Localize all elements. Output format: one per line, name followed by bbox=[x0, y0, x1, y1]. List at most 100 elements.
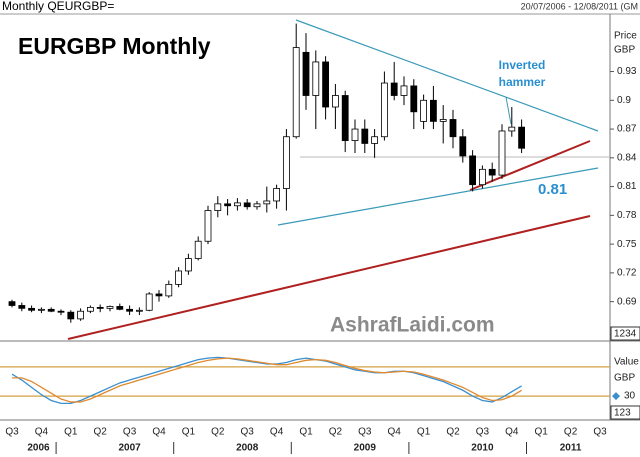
badge-label: 1234 bbox=[614, 329, 637, 340]
candle-body bbox=[175, 270, 183, 285]
badge-label: 123 bbox=[614, 408, 631, 419]
range-header: 20/07/2006 - 12/08/2011 (GM bbox=[521, 1, 638, 11]
candle-body bbox=[439, 119, 447, 122]
y-tick-label: 0.93 bbox=[617, 66, 637, 77]
y-axis-label: GBP bbox=[614, 373, 635, 384]
candle-body bbox=[67, 311, 75, 320]
oscillator-line bbox=[12, 357, 522, 403]
y-axis-label: Value bbox=[614, 357, 639, 368]
y-tick-label: 0.72 bbox=[617, 268, 637, 279]
candle-body bbox=[508, 126, 516, 132]
candle-body bbox=[351, 128, 359, 141]
y-tick-label: 0.9 bbox=[617, 95, 631, 106]
badge bbox=[610, 326, 640, 341]
candle-body bbox=[243, 202, 251, 208]
candle-body bbox=[145, 293, 153, 311]
candle-body bbox=[224, 203, 232, 207]
candle-body bbox=[449, 119, 457, 138]
trend-line bbox=[469, 140, 591, 191]
candle-body bbox=[116, 306, 124, 310]
x-tick-label: Q4 bbox=[270, 427, 284, 438]
candle-body bbox=[292, 47, 300, 138]
candle-body bbox=[38, 308, 45, 311]
candle-body bbox=[126, 308, 133, 312]
y-tick-label: 0.75 bbox=[617, 239, 637, 250]
x-tick-label: Q3 bbox=[5, 427, 19, 438]
candle-body bbox=[488, 168, 496, 176]
x-tick-label: Q2 bbox=[211, 427, 225, 438]
year-label: 2007 bbox=[118, 443, 141, 454]
annotation: 0.81 bbox=[538, 181, 567, 198]
candle-body bbox=[28, 307, 36, 311]
candle-body bbox=[312, 61, 320, 96]
candle-body bbox=[371, 136, 379, 144]
x-tick-label: Q2 bbox=[564, 427, 578, 438]
candle-body bbox=[165, 283, 173, 297]
candle-body bbox=[302, 51, 310, 96]
candle-body bbox=[429, 99, 437, 122]
arrow bbox=[505, 96, 512, 125]
candle-body bbox=[87, 306, 94, 312]
x-tick-label: Q3 bbox=[476, 427, 490, 438]
x-tick-label: Q2 bbox=[329, 427, 343, 438]
x-tick-label: Q1 bbox=[299, 427, 313, 438]
year-label: 2009 bbox=[354, 443, 377, 454]
x-tick-label: Q3 bbox=[593, 427, 607, 438]
candle-body bbox=[331, 95, 339, 108]
x-tick-label: Q2 bbox=[446, 427, 460, 438]
x-tick-label: Q3 bbox=[358, 427, 372, 438]
candle-body bbox=[47, 308, 55, 312]
x-tick-label: Q1 bbox=[417, 427, 431, 438]
candle-body bbox=[96, 306, 104, 309]
trend-line bbox=[67, 215, 591, 340]
tick-mark bbox=[612, 392, 620, 401]
x-tick-label: Q4 bbox=[388, 427, 402, 438]
x-tick-label: Q4 bbox=[35, 427, 49, 438]
y-tick-label: 0.69 bbox=[617, 296, 637, 307]
year-label: 2010 bbox=[471, 443, 494, 454]
symbol-header: Monthly QEURGBP= bbox=[2, 0, 114, 13]
candle-body bbox=[8, 301, 16, 306]
x-tick-label: Q3 bbox=[123, 427, 137, 438]
x-tick-label: Q1 bbox=[182, 427, 196, 438]
x-tick-label: Q4 bbox=[152, 427, 166, 438]
candle-body bbox=[518, 126, 525, 149]
candle-body bbox=[214, 203, 222, 211]
candle-body bbox=[478, 168, 486, 186]
candle-body bbox=[322, 61, 330, 108]
candle-body bbox=[390, 82, 398, 96]
candle-body bbox=[400, 85, 408, 96]
x-tick-label: Q2 bbox=[94, 427, 108, 438]
candle-body bbox=[469, 155, 477, 186]
annotation: Inverted bbox=[499, 58, 546, 72]
candle-body bbox=[77, 310, 84, 320]
candle-body bbox=[18, 305, 26, 309]
candle-body bbox=[459, 136, 467, 157]
candle-body bbox=[263, 200, 271, 205]
candle-body bbox=[57, 310, 65, 313]
candle-body bbox=[204, 210, 212, 242]
x-tick-label: Q1 bbox=[64, 427, 78, 438]
x-tick-label: Q3 bbox=[241, 427, 255, 438]
year-label: 2008 bbox=[236, 443, 259, 454]
watermark: AshrafLaidi.com bbox=[330, 314, 495, 337]
candle-body bbox=[410, 85, 418, 113]
candle-body bbox=[282, 136, 290, 189]
annotation: hammer bbox=[499, 75, 546, 89]
candle-body bbox=[106, 306, 114, 309]
year-label: 2006 bbox=[27, 443, 50, 454]
oscillator-line bbox=[11, 356, 522, 405]
candle-body bbox=[273, 188, 281, 202]
candle-body bbox=[155, 293, 163, 297]
candle-body bbox=[420, 99, 428, 122]
year-label: 2011 bbox=[560, 443, 582, 454]
candle-body bbox=[184, 258, 192, 272]
candle-body bbox=[498, 130, 506, 176]
x-tick-label: Q1 bbox=[535, 427, 549, 438]
candle-body bbox=[341, 95, 349, 141]
trend-line bbox=[277, 167, 599, 226]
candle-body bbox=[233, 202, 241, 207]
y-tick-label: 0.81 bbox=[617, 181, 637, 192]
candle-body bbox=[380, 82, 388, 138]
